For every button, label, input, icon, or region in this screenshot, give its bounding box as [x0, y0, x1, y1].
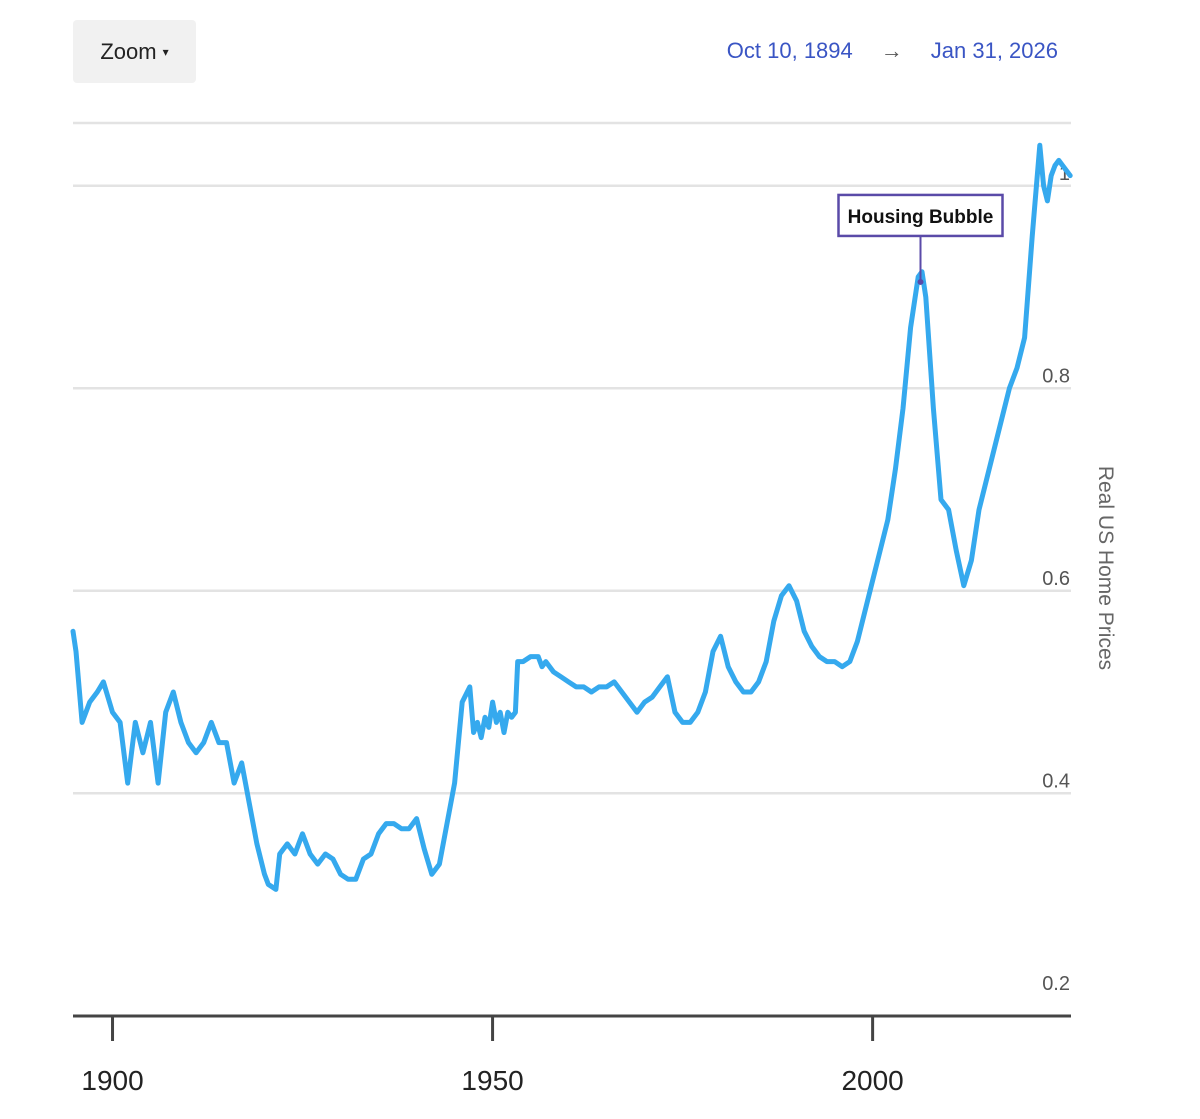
annotation-marker[interactable] [917, 278, 924, 285]
y-tick-label: 0.6 [1042, 568, 1070, 590]
date-range-end[interactable]: Jan 31, 2026 [930, 38, 1058, 63]
annotation-label: Housing Bubble [848, 207, 994, 228]
date-range-start[interactable]: Oct 10, 1894 [726, 38, 853, 63]
caret-down-icon: ▾ [162, 44, 169, 59]
y-tick-label: 0.8 [1042, 365, 1070, 387]
date-range: Oct 10, 1894 → Jan 31, 2026 [727, 38, 1058, 64]
y-tick-label: 1 [1059, 163, 1070, 185]
y-axis-label: Real US Home Prices [1094, 466, 1117, 670]
zoom-label: Zoom [100, 38, 157, 64]
x-tick-label: 1950 [461, 1065, 523, 1096]
annotation-box[interactable] [837, 193, 1004, 238]
y-tick-label: 0.2 [1042, 973, 1070, 995]
y-tick-label: 0.4 [1042, 770, 1070, 792]
annotation-layer: Housing Bubble [837, 193, 1004, 285]
series-line-0 [70, 142, 1073, 892]
zoom-button[interactable]: Zoom ▾ [73, 20, 196, 83]
arrow-right-icon: → [880, 38, 903, 63]
y-axis-ticks: 0.2 0.4 0.6 0.8 1 [1042, 163, 1070, 995]
x-tick-label: 2000 [841, 1065, 903, 1096]
x-axis: 1900 1950 2000 [73, 1014, 1071, 1096]
series-layer [70, 142, 1073, 892]
x-tick-label: 1900 [81, 1065, 143, 1096]
